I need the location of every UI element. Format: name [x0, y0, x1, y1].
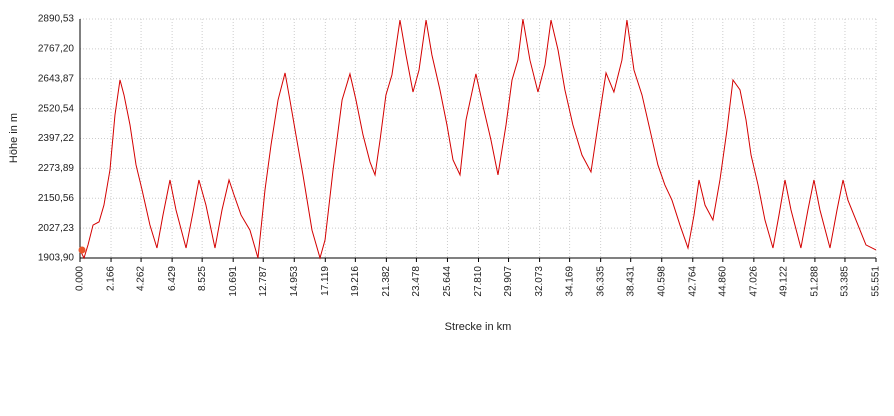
- x-tick-label: 12.787: [258, 266, 269, 297]
- x-tick-label: 53.385: [840, 266, 851, 297]
- y-tick-label: 2273,89: [38, 163, 75, 174]
- y-tick-label: 2767,20: [38, 44, 75, 55]
- x-tick-label: 40.598: [656, 266, 667, 297]
- x-tick-label: 29.907: [503, 266, 514, 297]
- x-tick-label: 17.119: [320, 266, 331, 296]
- x-tick-label: 25.644: [442, 266, 453, 297]
- x-tick-label: 51.288: [810, 266, 821, 297]
- y-tick-label: 2890,53: [38, 14, 75, 25]
- x-tick-label: 23.478: [411, 266, 422, 297]
- start-marker: [78, 246, 86, 254]
- x-tick-label: 21.382: [381, 266, 392, 297]
- x-tick-label: 8.525: [197, 266, 208, 291]
- x-tick-label: 42.764: [687, 266, 698, 297]
- x-tick-label: 32.073: [534, 266, 545, 297]
- x-tick-label: 10.691: [228, 266, 239, 297]
- x-tick-label: 2.166: [106, 266, 117, 291]
- elevation-line: [79, 19, 877, 260]
- y-tick-label: 2643,87: [38, 73, 75, 84]
- x-tick-label: 38.431: [625, 266, 636, 297]
- x-tick-label: 49.122: [779, 266, 790, 297]
- y-tick-label: 2397,22: [38, 133, 75, 144]
- x-tick-label: 27.810: [473, 266, 484, 297]
- x-tick-label: 34.169: [564, 266, 575, 297]
- x-tick-label: 6.429: [167, 266, 178, 291]
- x-tick-label: 36.335: [595, 266, 606, 297]
- y-tick-label: 2150,56: [38, 193, 75, 204]
- x-tick-label: 14.953: [289, 266, 300, 297]
- x-tick-label: 19.216: [350, 266, 361, 297]
- x-tick-label: 0.000: [75, 266, 86, 291]
- x-axis-label: Strecke in km: [445, 321, 512, 333]
- x-tick-label: 55.551: [871, 266, 882, 297]
- y-tick-label: 2027,23: [38, 223, 75, 234]
- x-tick-label: 47.026: [748, 266, 759, 297]
- x-tick-label: 4.262: [136, 266, 147, 291]
- y-axis-label: Höhe in m: [8, 113, 20, 163]
- y-tick-label: 1903,90: [38, 253, 75, 264]
- y-tick-label: 2520,54: [38, 103, 75, 114]
- x-tick-label: 44.860: [717, 266, 728, 297]
